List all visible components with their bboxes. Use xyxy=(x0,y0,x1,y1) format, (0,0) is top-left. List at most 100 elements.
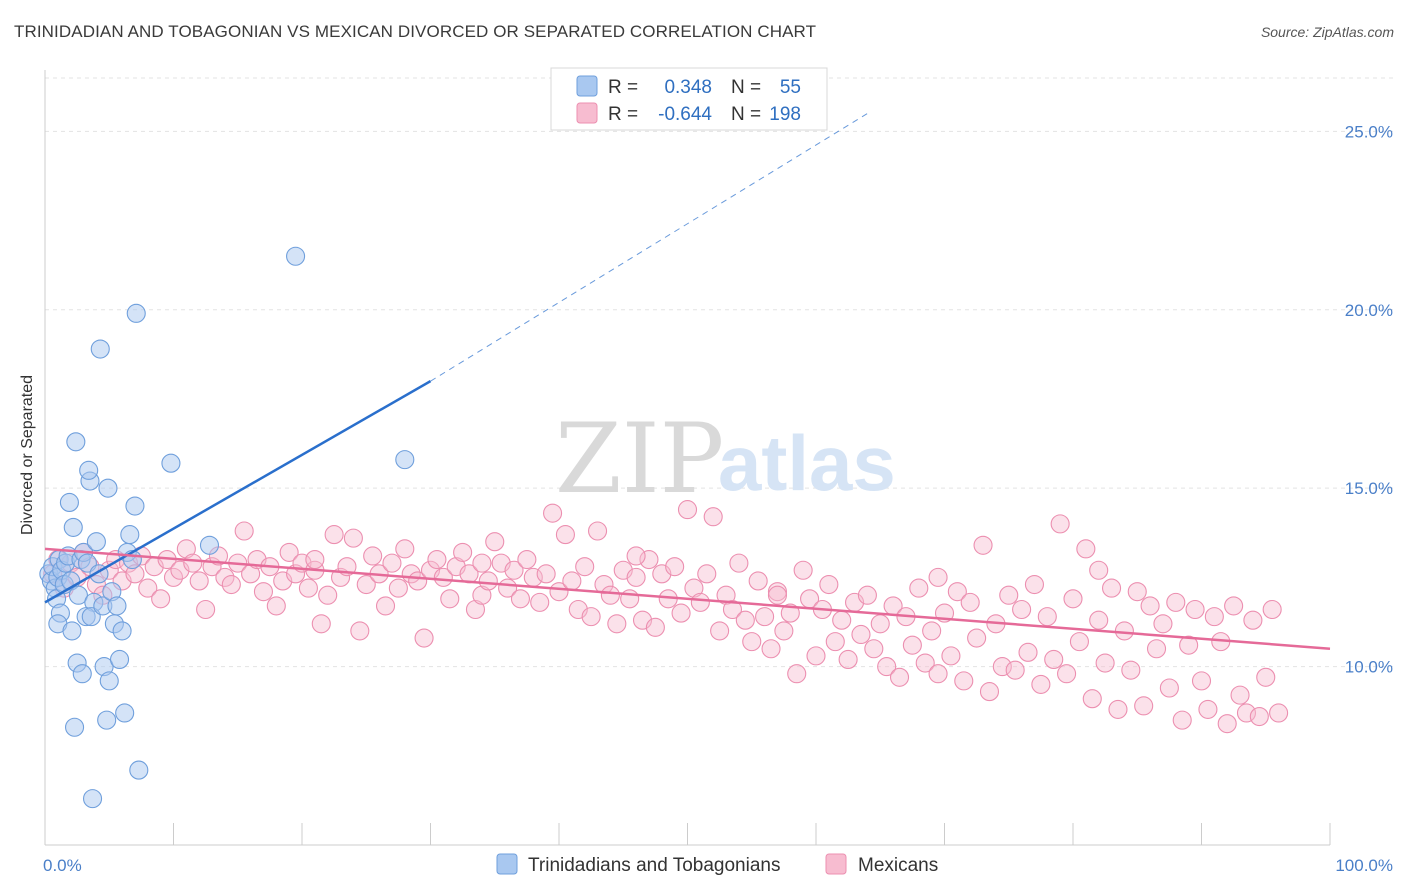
mexican-point xyxy=(1140,596,1160,616)
watermark: ZIP atlas xyxy=(555,403,896,515)
mexican-point xyxy=(639,549,659,570)
mexican-point xyxy=(941,646,961,666)
trinidadian-point xyxy=(161,453,181,473)
mexican-point xyxy=(1146,639,1167,659)
legend-n-label-2: N = xyxy=(731,104,761,125)
mexican-point xyxy=(1089,610,1109,630)
mexican-point xyxy=(915,653,935,673)
mexican-point xyxy=(671,603,691,623)
mexican-point xyxy=(1134,696,1154,716)
mexican-point xyxy=(183,553,203,573)
trinidadian-point xyxy=(129,760,149,780)
mexican-point xyxy=(954,671,974,691)
bottom-legend-swatch-pink xyxy=(825,853,847,875)
mexican-point xyxy=(465,599,486,620)
mexican-point xyxy=(1249,706,1269,727)
trinidadian-point xyxy=(63,517,83,537)
mexican-point xyxy=(1076,539,1096,559)
mexican-point xyxy=(176,539,196,559)
mexican-point xyxy=(1153,614,1173,634)
mexican-point xyxy=(620,589,640,609)
legend-n-value-2: 198 xyxy=(769,104,801,125)
mexican-point xyxy=(1166,592,1186,612)
y-axis-label: Divorced or Separated xyxy=(19,375,36,535)
x-tick-label-min: 0.0% xyxy=(43,856,82,875)
trinidadian-point xyxy=(99,671,119,691)
mexican-point xyxy=(517,549,537,570)
mexican-point xyxy=(928,664,948,684)
series-mexicans xyxy=(43,500,1289,734)
mexican-point xyxy=(151,589,171,609)
mexican-point xyxy=(581,607,601,627)
mexican-point xyxy=(1224,596,1244,616)
mexican-point xyxy=(677,500,698,520)
mexican-point xyxy=(780,603,800,623)
mexican-point xyxy=(973,535,993,555)
mexican-point xyxy=(787,664,807,684)
mexican-point xyxy=(697,564,717,584)
mexican-point xyxy=(999,585,1019,605)
mexican-point xyxy=(1262,599,1282,620)
mexican-point xyxy=(343,528,363,548)
mexican-point xyxy=(992,657,1012,677)
mexican-point xyxy=(838,649,858,670)
mexican-point xyxy=(440,589,460,609)
trinidadian-point xyxy=(90,339,110,359)
mexican-point xyxy=(877,657,897,677)
legend-r-value-2: -0.644 xyxy=(658,104,712,125)
mexican-point xyxy=(253,582,274,602)
mexican-point xyxy=(967,628,987,648)
mexican-point xyxy=(1095,653,1115,673)
legend: R = 0.348 N = 55 R = -0.644 N = 198 xyxy=(550,67,828,131)
mexican-point xyxy=(1256,667,1276,687)
mexican-point xyxy=(761,639,781,659)
tick-labels: 10.0% 15.0% 20.0% 25.0% 0.0% 100.0% xyxy=(43,122,1393,875)
mexican-point xyxy=(1230,685,1250,705)
mexican-point xyxy=(729,553,749,573)
mexican-point xyxy=(1204,607,1224,627)
mexican-point xyxy=(684,578,704,598)
mexican-point xyxy=(1198,699,1218,719)
mexican-point xyxy=(1191,671,1212,691)
trinidadian-point xyxy=(98,478,118,498)
legend-n-value-1: 55 xyxy=(780,77,801,98)
mexican-point xyxy=(1018,642,1038,662)
mexican-point xyxy=(189,571,209,591)
mexican-point xyxy=(600,585,620,605)
y-tick-label: 10.0% xyxy=(1345,658,1393,677)
mexican-point xyxy=(395,539,415,559)
mexican-point xyxy=(1185,599,1205,620)
mexican-point xyxy=(472,585,492,605)
mexican-point xyxy=(555,525,575,545)
mexican-point xyxy=(543,503,563,523)
mexican-point xyxy=(427,549,447,570)
mexican-point xyxy=(138,578,158,598)
mexican-point xyxy=(562,571,582,591)
mexican-point xyxy=(1089,560,1109,580)
mexican-point xyxy=(793,560,813,580)
chart-title: TRINIDADIAN AND TOBAGONIAN VS MEXICAN DI… xyxy=(14,22,817,41)
trinidadian-point xyxy=(65,717,85,737)
trinidadian-point xyxy=(115,703,135,723)
trinidadian-point xyxy=(66,432,86,452)
mexican-point xyxy=(1114,621,1134,641)
mexican-point xyxy=(1243,610,1263,630)
mexican-point xyxy=(266,596,286,616)
trinidadian-point xyxy=(395,450,415,470)
mexican-point xyxy=(960,592,980,612)
mexican-point xyxy=(1121,660,1141,680)
mexican-point xyxy=(536,564,556,584)
mexican-point xyxy=(311,614,331,634)
legend-swatch-pink xyxy=(576,102,598,124)
x-tick-label-max: 100.0% xyxy=(1335,856,1393,875)
mexican-point xyxy=(626,546,646,566)
watermark-zip: ZIP xyxy=(555,403,724,515)
mexican-point xyxy=(363,546,383,566)
bottom-legend-swatch-blue xyxy=(496,853,518,875)
trinidadian-point xyxy=(109,649,130,670)
mexican-point xyxy=(690,592,710,612)
trinidadian-point xyxy=(107,596,127,616)
trinidadian-point xyxy=(62,621,82,641)
mexican-point xyxy=(1050,514,1070,534)
mexican-point xyxy=(819,574,839,595)
